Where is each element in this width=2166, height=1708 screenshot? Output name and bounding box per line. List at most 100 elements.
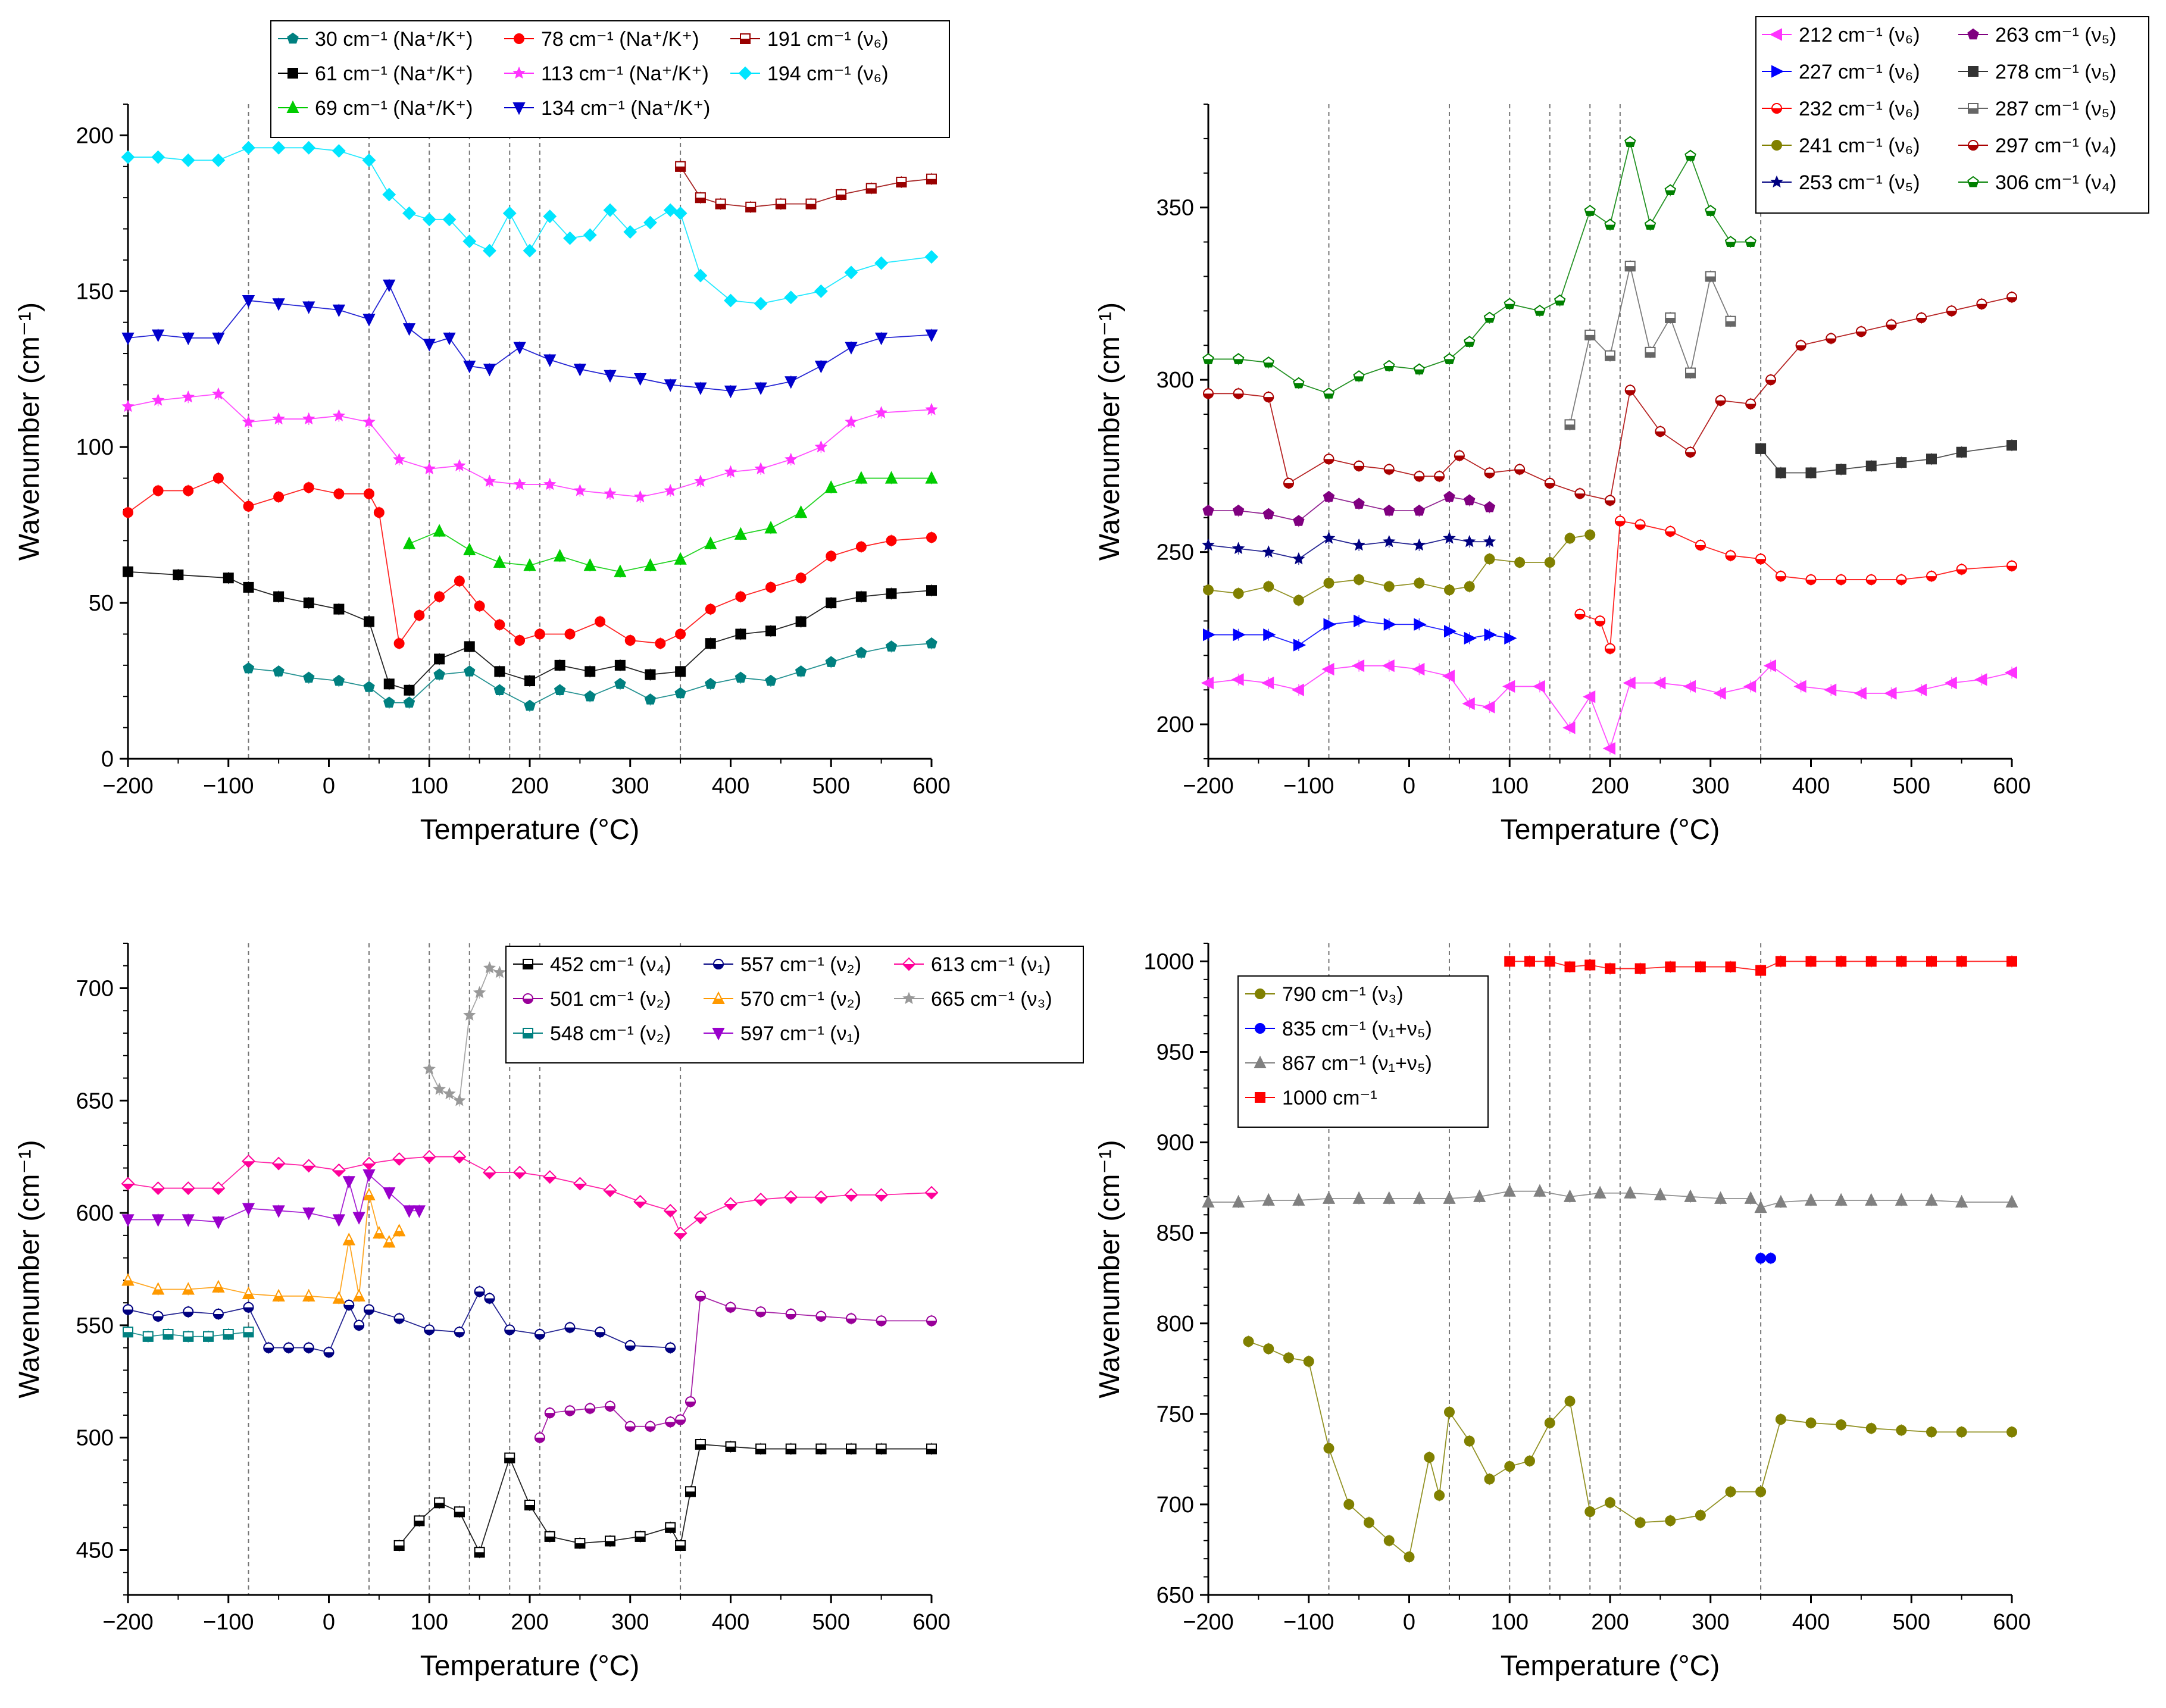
- data-point: [362, 1169, 376, 1183]
- data-point: [1956, 956, 1967, 967]
- data-point: [1854, 687, 1867, 700]
- data-point: [795, 505, 808, 518]
- data-point: [1462, 697, 1475, 710]
- data-point: [795, 665, 807, 677]
- legend-label: 191 cm⁻¹ (ν₆): [767, 28, 889, 51]
- data-point: [655, 638, 666, 649]
- legend-entry: 278 cm⁻¹ (ν₅): [1958, 61, 2117, 83]
- y-axis-title: Wavenumber (cm⁻¹): [14, 302, 45, 561]
- y-tick-label: 450: [76, 1538, 114, 1563]
- data-point: [845, 342, 858, 355]
- data-point: [1584, 529, 1596, 540]
- data-point: [735, 591, 746, 602]
- data-point: [1974, 673, 1987, 686]
- data-point: [643, 215, 657, 230]
- data-point: [554, 684, 566, 696]
- data-point: [573, 364, 586, 377]
- series-3: [123, 472, 937, 650]
- data-point: [1564, 1396, 1576, 1407]
- data-point: [1323, 577, 1334, 589]
- data-point: [554, 659, 565, 671]
- data-point: [886, 535, 897, 546]
- data-point: [543, 354, 557, 367]
- data-point: [272, 412, 285, 425]
- y-axis-title: Wavenumber (cm⁻¹): [14, 1140, 45, 1398]
- data-point: [523, 558, 536, 571]
- x-tick-label: 300: [611, 774, 649, 799]
- data-point: [463, 361, 476, 374]
- data-point: [875, 332, 888, 346]
- series-8: [1203, 291, 2017, 506]
- legend-entry: 613 cm⁻¹ (ν₁): [894, 953, 1051, 976]
- data-point: [1944, 677, 1957, 690]
- data-point: [694, 474, 707, 487]
- series-line: [429, 967, 500, 1102]
- series-line: [128, 147, 932, 305]
- data-point: [173, 569, 184, 580]
- legend-marker: [1255, 1092, 1265, 1103]
- data-point: [1434, 1490, 1445, 1501]
- data-point: [1444, 625, 1457, 638]
- legend-label: 30 cm⁻¹ (Na⁺/K⁺): [315, 28, 473, 51]
- data-point: [1532, 680, 1545, 693]
- data-point: [1414, 577, 1425, 589]
- x-tick-label: 100: [411, 774, 448, 799]
- data-point: [364, 488, 374, 499]
- data-point: [1484, 1474, 1495, 1485]
- legend-marker: [287, 68, 298, 79]
- legend-label: 665 cm⁻¹ (ν₃): [931, 988, 1052, 1011]
- data-point: [1323, 618, 1336, 631]
- data-point: [754, 462, 767, 475]
- data-point: [1896, 956, 1907, 967]
- data-point: [664, 379, 677, 392]
- data-point: [1755, 1253, 1767, 1264]
- data-point: [1352, 1191, 1365, 1204]
- data-point: [1634, 963, 1646, 974]
- data-point: [855, 646, 867, 658]
- series-0: [242, 637, 937, 712]
- legend-marker: [514, 33, 524, 44]
- data-point: [1261, 677, 1274, 690]
- data-point: [242, 295, 255, 308]
- y-tick-label: 900: [1157, 1131, 1194, 1156]
- data-point: [884, 471, 898, 484]
- series-4: [121, 1187, 406, 1305]
- data-point: [402, 206, 416, 220]
- data-point: [1323, 490, 1335, 502]
- data-point: [182, 390, 195, 403]
- x-tick-label: 200: [1591, 1610, 1629, 1635]
- data-point: [1484, 628, 1497, 642]
- data-point: [1443, 490, 1455, 502]
- series-0: [393, 1438, 937, 1559]
- data-point: [1775, 1413, 1786, 1425]
- data-point: [1354, 574, 1365, 585]
- data-point: [1293, 639, 1307, 652]
- x-tick-label: −100: [203, 774, 254, 799]
- legend: 30 cm⁻¹ (Na⁺/K⁺) 61 cm⁻¹ (Na⁺/K⁺) 69 cm⁻¹ …: [270, 20, 950, 138]
- data-point: [1293, 595, 1304, 606]
- data-point: [443, 332, 456, 346]
- series-2: [1574, 515, 2017, 655]
- legend: 212 cm⁻¹ (ν₆) 227 cm⁻¹ (ν₆) 232 cm⁻¹ (ν₆) 2…: [1755, 16, 2149, 214]
- data-point: [243, 581, 254, 593]
- legend-box: [1237, 975, 1489, 1128]
- data-point: [423, 339, 436, 352]
- x-tick-label: 500: [1893, 774, 1930, 799]
- data-point: [1504, 1461, 1515, 1472]
- y-tick-label: 700: [76, 977, 114, 1002]
- data-point: [1836, 1419, 1847, 1431]
- data-point: [925, 471, 938, 484]
- data-point: [1775, 956, 1786, 967]
- legend-marker: [287, 32, 299, 44]
- data-point: [1925, 1193, 1938, 1206]
- legend-label: 263 cm⁻¹ (ν₅): [1995, 24, 2117, 46]
- data-point: [121, 332, 135, 346]
- series-1: [1755, 1252, 1776, 1265]
- data-point: [1514, 557, 1526, 568]
- x-tick-label: 0: [323, 1610, 335, 1635]
- data-point: [564, 628, 576, 640]
- y-axis-title: Wavenumber (cm⁻¹): [1094, 302, 1126, 561]
- legend-entry: 557 cm⁻¹ (ν₂): [704, 953, 861, 976]
- data-point: [483, 961, 496, 974]
- y-tick-label: 50: [89, 591, 114, 616]
